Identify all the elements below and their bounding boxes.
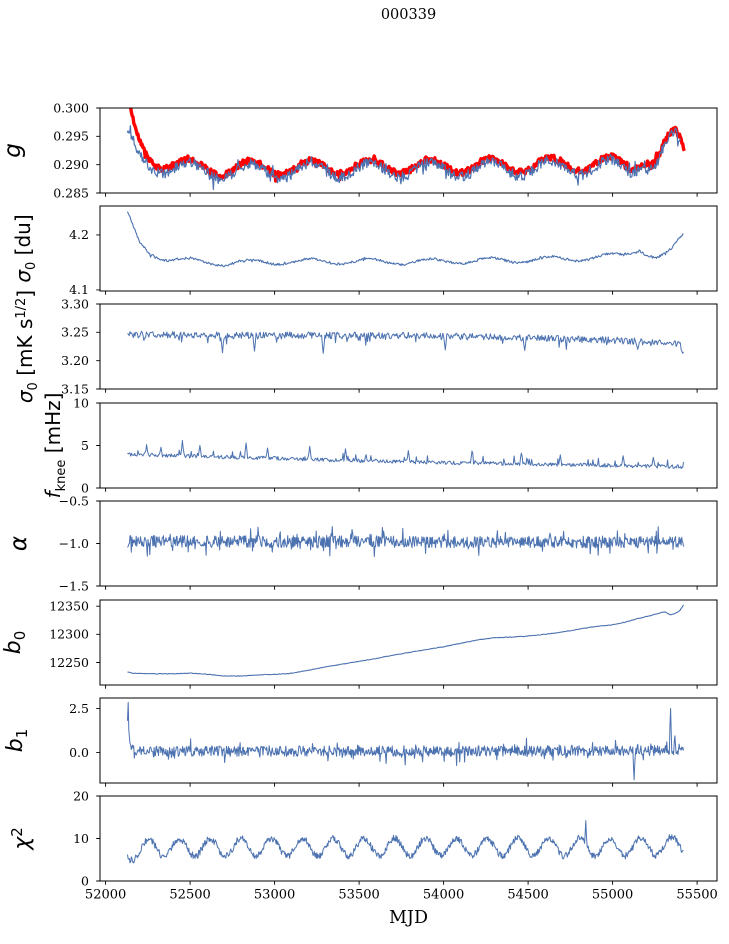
y-tick-label: 4.1 [69,282,89,297]
y-tick-marks [96,605,100,663]
y-axis-label-alpha: α [6,536,32,551]
y-tick-label: −0.5 [59,493,89,508]
series-alpha-line [127,526,684,558]
x-tick-marks [105,389,698,394]
y-tick-label: 12350 [49,598,89,613]
plot-canvas: 0 10 20 52000 52500 53000 53500 54000 54500 55000… [8,789,718,903]
x-tick-marks [105,192,698,197]
series-g-measured-blue [126,124,681,190]
x-axis-label: MJD [389,908,428,928]
y-tick-label: 3.30 [61,297,89,312]
x-tick-marks [105,586,698,590]
subplot-b0: 12250 12300 12350 b0 [0,598,729,689]
x-tick-label: 55500 [676,888,717,903]
plot-canvas: 4.1 4.2 σ0 [du] [11,205,718,297]
series-b1-line [127,701,684,781]
y-tick-marks [96,402,100,489]
figure-title: 000339 [380,7,437,23]
series-g-reference-red [128,107,686,183]
y-tick-label: 0.290 [53,157,89,172]
y-tick-marks [96,795,100,882]
y-tick-label: 4.2 [69,227,89,242]
y-axis-label-fknee: fknee [mHz] [41,392,69,498]
plot-canvas: 0.285 0.290 0.295 0.300 g [0,100,718,200]
y-tick-label: 0.285 [53,185,89,200]
y-tick-label: 5 [81,437,89,452]
y-tick-marks [96,234,100,291]
y-tick-label: 3.15 [61,382,89,397]
y-tick-label: 0.295 [53,128,89,143]
x-tick-marks [105,684,698,689]
axes-frame [99,205,718,292]
subplot-chi2: 0 10 20 52000 52500 53000 53500 54000 54500 55000… [0,789,729,903]
y-tick-label: 2.5 [69,701,89,716]
y-axis-label-g: g [0,143,26,158]
plot-canvas: 0.0 2.5 b1 [3,697,718,787]
x-tick-label: 53000 [254,888,295,903]
axes-frame [99,107,718,193]
series-b0-line [127,604,684,677]
y-tick-label: 0 [81,874,89,889]
y-tick-label: 12300 [49,626,89,641]
y-axis-label-sigma0-mks: σ0 [mK s1/2] [13,290,41,403]
subplot-alpha: −1.5 −1.0 −0.5 α [0,493,729,593]
y-tick-marks [96,107,100,193]
y-axis-label-sigma0-du: σ0 [du] [11,214,39,282]
plot-canvas: −1.5 −1.0 −0.5 α [6,493,718,593]
series-sigma0-du-line [126,211,684,268]
x-tick-label: 52000 [85,888,126,903]
y-tick-label: −1.0 [59,536,89,551]
plot-canvas: 0 5 10 fknee [mHz] [41,392,718,498]
y-tick-label: −1.5 [59,578,89,593]
y-tick-label: 0.0 [69,745,89,760]
axes-frame [99,795,718,882]
x-tick-marks [105,290,698,295]
series-chi2-line [127,820,684,864]
x-tick-label: 52500 [169,888,210,903]
x-tick-label: 55000 [592,888,633,903]
x-tick-marks [105,782,698,787]
y-tick-label: 20 [73,789,89,804]
plot-canvas: 3.15 3.20 3.25 3.30 σ0 [mK s1/2] [13,290,718,403]
y-axis-label-chi2: χ2 [8,828,35,852]
y-tick-label: 10 [73,831,89,846]
y-tick-label: 3.25 [61,325,89,340]
subplot-fknee: 0 5 10 fknee [mHz] [0,392,729,498]
y-axis-label-b1: b1 [3,729,31,753]
subplot-sigma0-du: 4.1 4.2 σ0 [du] [0,205,729,297]
axes-frame [99,599,718,685]
x-tick-label: 53500 [338,888,379,903]
y-tick-label: 0.300 [53,100,89,115]
y-tick-marks [96,708,100,753]
y-axis-label-b0: b0 [1,630,29,654]
y-tick-marks [96,500,100,587]
y-tick-label: 12250 [49,654,89,669]
x-tick-marks [105,881,698,886]
y-tick-marks [96,303,100,390]
x-tick-label: 54000 [423,888,464,903]
x-tick-label: 54500 [507,888,548,903]
series-fknee-line [127,439,684,469]
subplot-b1: 0.0 2.5 b1 [0,697,729,787]
subplot-g: 0.285 0.290 0.295 0.300 g [0,100,729,200]
axes-frame [99,697,718,784]
subplot-sigma0-mks: 3.15 3.20 3.25 3.30 σ0 [mK s1/2] [0,290,729,403]
y-tick-label: 0 [81,480,89,495]
axes-frame [99,303,718,390]
y-tick-label: 10 [73,395,89,410]
x-tick-marks [105,487,698,492]
series-sigma0-mks-line [127,331,684,355]
y-tick-label: 3.20 [61,353,89,368]
plot-canvas: 12250 12300 12350 b0 [1,598,718,689]
axes-frame [99,402,718,489]
